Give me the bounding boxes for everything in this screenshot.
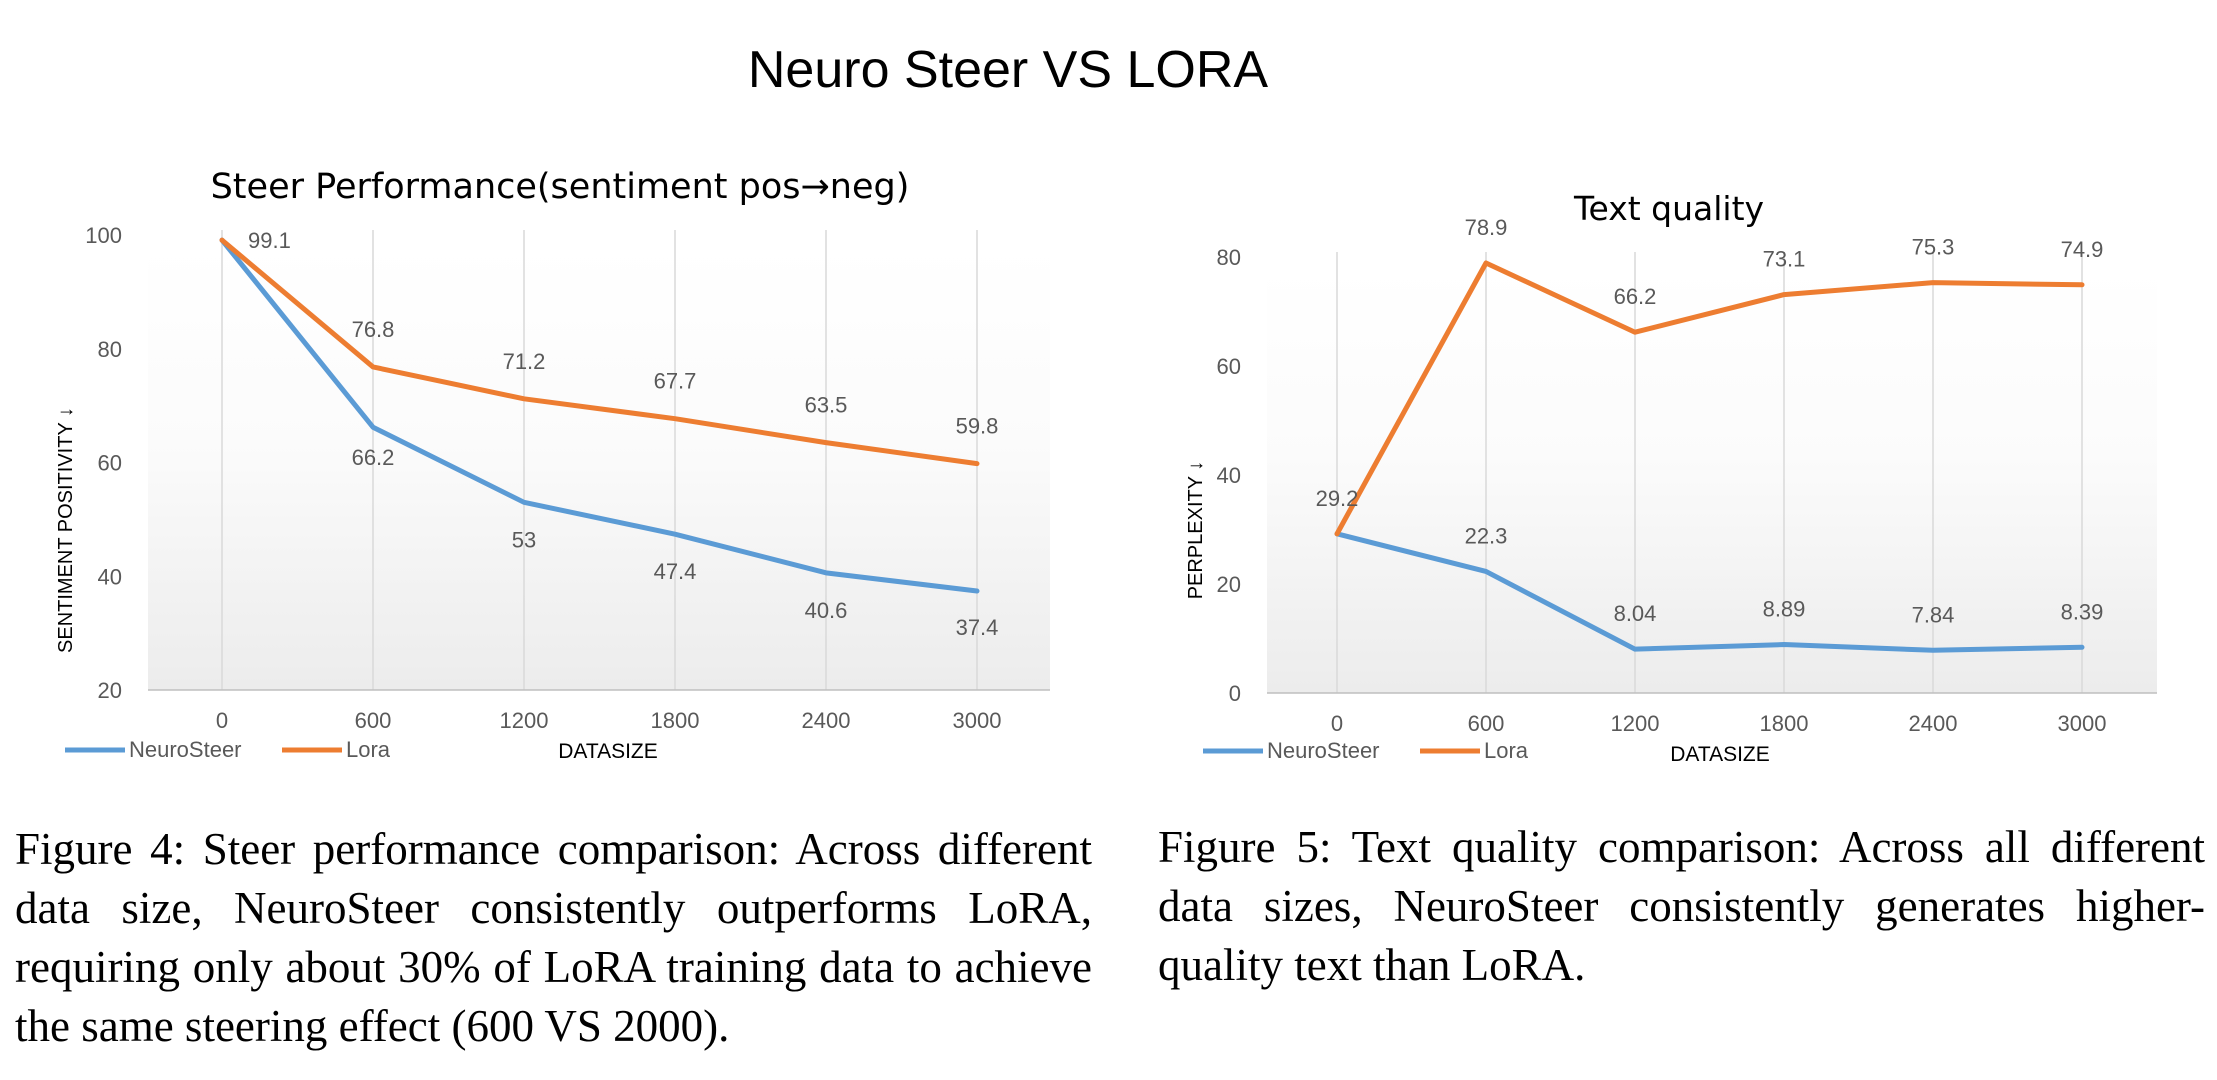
y-tick-label: 80 bbox=[98, 337, 122, 362]
x-tick-label: 3000 bbox=[2058, 711, 2107, 736]
data-label-neurosteer: 8.39 bbox=[2061, 599, 2104, 624]
data-label-neurosteer: 53 bbox=[512, 527, 536, 552]
x-tick-label: 600 bbox=[1468, 711, 1505, 736]
x-tick-label: 3000 bbox=[953, 708, 1002, 733]
x-tick-label: 1800 bbox=[651, 708, 700, 733]
series-line-neurosteer bbox=[219, 237, 980, 594]
main-title: Neuro Steer VS LORA bbox=[747, 41, 1269, 99]
data-label-neurosteer: 7.84 bbox=[1912, 602, 1955, 627]
x-tick-label: 2400 bbox=[802, 708, 851, 733]
data-label-neurosteer: 37.4 bbox=[956, 615, 999, 640]
figure-4-caption: Figure 4: Steer performance comparison: … bbox=[15, 824, 1092, 1051]
y-tick-label: 0 bbox=[1229, 681, 1241, 706]
y-tick-label: 40 bbox=[98, 564, 122, 589]
data-label-neurosteer: 29.2 bbox=[1316, 486, 1359, 511]
x-tick-label: 2400 bbox=[1909, 711, 1958, 736]
chart-title: Text quality bbox=[1573, 189, 1764, 228]
data-label-lora: 76.8 bbox=[352, 317, 395, 342]
y-tick-label: 60 bbox=[98, 451, 122, 476]
data-label-lora: 78.9 bbox=[1465, 215, 1508, 240]
data-label-lora: 66.2 bbox=[1614, 284, 1657, 309]
data-label-neurosteer: 66.2 bbox=[352, 445, 395, 470]
data-label-neurosteer: 8.04 bbox=[1614, 601, 1657, 626]
x-tick-label: 0 bbox=[216, 708, 228, 733]
data-label-neurosteer: 22.3 bbox=[1465, 523, 1508, 548]
y-axis-label: SENTIMENT POSITIVITY ↓ bbox=[55, 407, 77, 653]
x-tick-label: 1800 bbox=[1760, 711, 1809, 736]
y-tick-label: 100 bbox=[85, 223, 122, 248]
data-label-lora: 74.9 bbox=[2061, 237, 2104, 262]
data-label-lora: 71.2 bbox=[503, 349, 546, 374]
legend-label-lora: Lora bbox=[1484, 738, 1529, 763]
data-label-lora: 75.3 bbox=[1912, 235, 1955, 260]
x-tick-label: 1200 bbox=[500, 708, 549, 733]
data-label-neurosteer: 40.6 bbox=[805, 598, 848, 623]
legend-label-neurosteer: NeuroSteer bbox=[129, 737, 242, 762]
chart-text-quality: 0 20 40 60 80 0 600 1200 1800 2400 3000 Text qualit… bbox=[1185, 189, 2157, 766]
x-tick-label: 600 bbox=[355, 708, 392, 733]
y-tick-label: 20 bbox=[98, 678, 122, 703]
x-tick-label: 0 bbox=[1331, 711, 1343, 736]
y-tick-label: 20 bbox=[1217, 572, 1241, 597]
y-tick-label: 60 bbox=[1217, 354, 1241, 379]
data-label-lora: 73.1 bbox=[1763, 247, 1806, 272]
data-label-lora: 59.8 bbox=[956, 414, 999, 439]
data-label-neurosteer: 47.4 bbox=[654, 559, 697, 584]
series-line-neurosteer bbox=[1334, 531, 2085, 653]
data-label-neurosteer: 8.89 bbox=[1763, 597, 1806, 622]
x-axis-label: DATASIZE bbox=[558, 740, 658, 763]
plot-area-background bbox=[1267, 267, 2157, 693]
figure-5-caption: Figure 5: Text quality comparison: Acros… bbox=[1158, 822, 2205, 990]
series-line-lora bbox=[1334, 260, 2085, 537]
data-label-lora: 67.7 bbox=[654, 369, 697, 394]
data-label-lora: 63.5 bbox=[805, 393, 848, 418]
legend-label-lora: Lora bbox=[346, 737, 391, 762]
chart-steer-performance: 20 40 60 80 100 0 600 1200 1800 2400 3000 Steer Per… bbox=[55, 167, 1050, 763]
x-tick-label: 1200 bbox=[1611, 711, 1660, 736]
y-tick-label: 80 bbox=[1217, 245, 1241, 270]
data-label-lora: 99.1 bbox=[248, 228, 291, 253]
plot-area-background bbox=[148, 245, 1050, 690]
series-line-lora bbox=[219, 237, 980, 467]
x-axis-label: DATASIZE bbox=[1670, 743, 1770, 766]
chart-title: Steer Performance(sentiment pos→neg) bbox=[211, 167, 910, 207]
y-axis-label: PERPLEXITY ↓ bbox=[1185, 461, 1207, 600]
y-tick-label: 40 bbox=[1217, 463, 1241, 488]
legend-label-neurosteer: NeuroSteer bbox=[1267, 738, 1380, 763]
